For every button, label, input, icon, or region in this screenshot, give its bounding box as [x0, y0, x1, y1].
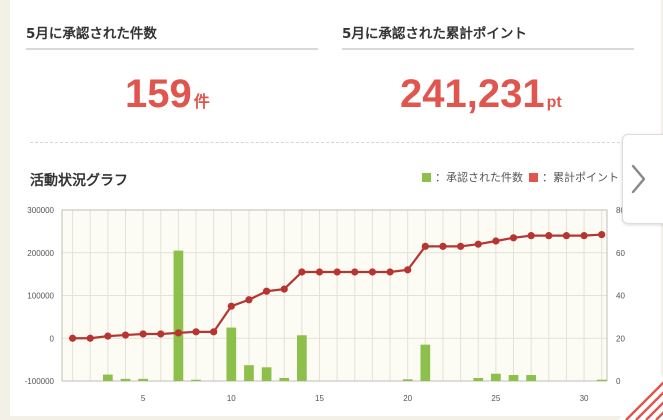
y-left-tick-label: -100000 [25, 377, 55, 386]
bar-approved [473, 378, 484, 381]
y-left-tick-label: 200000 [27, 249, 54, 258]
bar-approved [138, 378, 148, 381]
point-cumulative [245, 296, 253, 304]
section-divider [30, 142, 630, 143]
legend-item-points: ：累計ポイント [529, 169, 619, 185]
bar-approved [420, 344, 431, 381]
plot-frame [61, 209, 608, 382]
bar-approved [297, 335, 307, 381]
approved-count-divider [26, 48, 318, 50]
bar-approved [491, 373, 501, 381]
x-tick-label: 20 [403, 394, 412, 403]
y-right-tick-label: 40 [616, 292, 625, 301]
point-cumulative [157, 330, 165, 338]
point-cumulative [492, 237, 500, 245]
y-right-tick-label: 80 [616, 206, 625, 215]
legend-swatch-points [529, 172, 538, 182]
bar-approved [261, 367, 272, 381]
cumulative-points-divider [342, 48, 634, 50]
bar-approved [508, 375, 519, 381]
point-cumulative [333, 268, 341, 276]
bar-approved [103, 374, 113, 381]
point-cumulative [192, 328, 200, 336]
point-cumulative [404, 266, 412, 274]
approved-count-value: 159 件 [125, 72, 210, 117]
point-cumulative [121, 331, 130, 339]
point-cumulative [351, 268, 359, 276]
bar-approved [173, 250, 184, 381]
chevron-right-icon [631, 164, 646, 194]
point-cumulative [139, 330, 147, 338]
point-cumulative [104, 332, 112, 340]
next-button[interactable] [622, 134, 663, 224]
point-cumulative [439, 242, 447, 250]
point-cumulative [298, 268, 306, 276]
point-cumulative [368, 268, 377, 276]
bar-approved [279, 378, 290, 381]
y-right-tick-label: 0 [616, 377, 621, 386]
point-cumulative [210, 328, 218, 336]
cumulative-points-value: 241,231 pt [400, 72, 562, 117]
point-cumulative [598, 230, 606, 239]
y-right-tick-label: 60 [616, 249, 625, 258]
legend-label-approved: ：承認された件数 [435, 171, 523, 184]
bar-approved [191, 379, 201, 381]
bar-approved [526, 375, 537, 381]
point-cumulative [315, 268, 324, 276]
approved-count-number: 159 [125, 72, 192, 116]
y-right-tick-label: 20 [616, 334, 625, 343]
bar-approved [226, 327, 237, 381]
cumulative-points-title: 5月に承認された累計ポイント [342, 26, 527, 42]
x-tick-label: 5 [141, 394, 146, 403]
point-cumulative [386, 268, 394, 276]
point-cumulative [280, 285, 288, 293]
chart-title: 活動状況グラフ [30, 173, 128, 189]
dashboard-card: 5月に承認された件数 159 件 5月に承認された累計ポイント 241,231 pt… [10, 0, 661, 416]
cumulative-points-number: 241,231 [400, 72, 545, 116]
point-cumulative [262, 287, 271, 295]
legend-swatch-approved [422, 172, 431, 182]
point-cumulative [421, 242, 429, 250]
activity-chart: 300000 200000 100000 0 -100000 80 60 40 20 0 5 10 15… [25, 206, 626, 403]
point-cumulative [527, 232, 535, 240]
point-cumulative [474, 240, 482, 248]
bar-approved [596, 379, 607, 381]
point-cumulative [562, 232, 571, 240]
x-tick-label: 25 [491, 394, 500, 403]
approved-count-unit: 件 [193, 94, 210, 111]
point-cumulative [174, 329, 183, 337]
bar-approved [402, 379, 413, 381]
x-tick-label: 15 [315, 394, 324, 403]
y-left-tick-label: 0 [50, 334, 55, 343]
approved-count-title: 5月に承認された件数 [26, 26, 157, 42]
legend-label-points: ：累計ポイント [542, 171, 619, 184]
bar-approved [244, 365, 254, 381]
cumulative-points-unit: pt [546, 94, 562, 111]
point-cumulative [509, 234, 518, 242]
y-left-tick-label: 100000 [27, 292, 54, 301]
x-tick-label: 10 [227, 394, 236, 403]
point-cumulative [545, 232, 553, 240]
point-cumulative [580, 232, 588, 240]
point-cumulative [68, 334, 77, 342]
y-left-tick-label: 300000 [27, 206, 54, 215]
point-cumulative [227, 302, 235, 310]
point-cumulative [86, 334, 94, 342]
bar-approved [120, 378, 131, 381]
point-cumulative [457, 242, 465, 250]
corner-ribbon [618, 375, 663, 420]
legend-item-approved: ：承認された件数 [422, 169, 523, 185]
x-tick-label: 30 [580, 394, 589, 403]
